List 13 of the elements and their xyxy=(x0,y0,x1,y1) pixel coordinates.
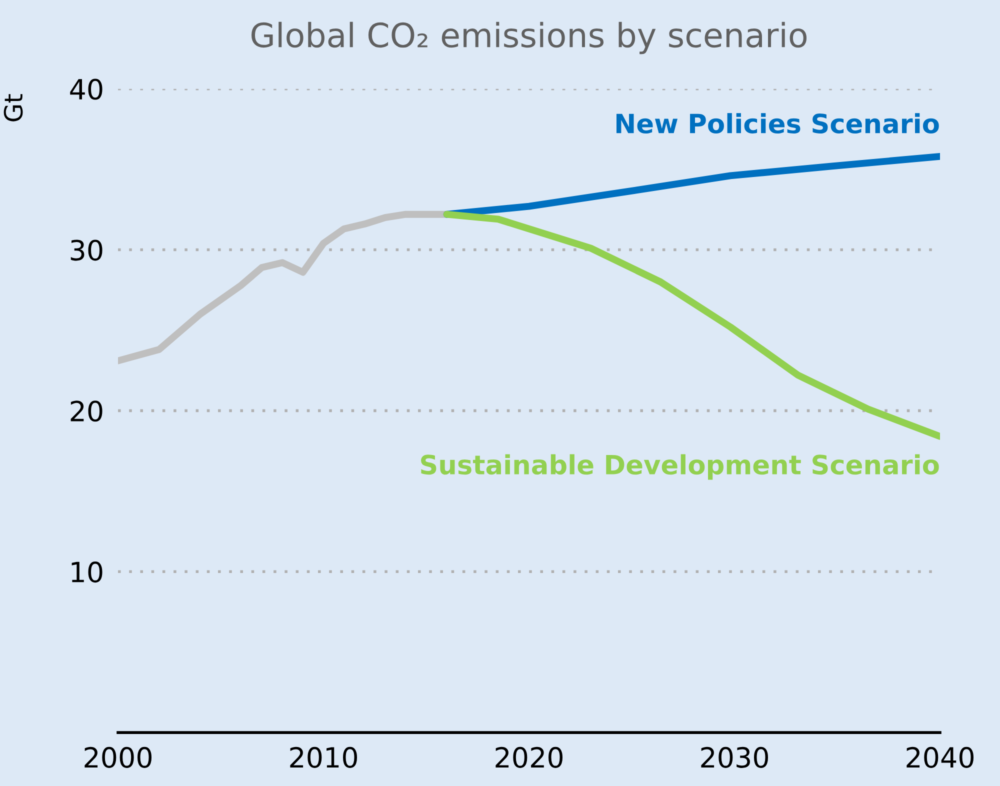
x-tick-label: 2000 xyxy=(84,746,152,768)
x-tick-label: 2040 xyxy=(906,746,974,768)
x-tick-label: 2030 xyxy=(701,746,768,768)
y-tick-label: 10 xyxy=(72,562,102,583)
y-axis-title: Gt xyxy=(4,94,23,122)
chart-title: Global CO₂ emissions by scenario xyxy=(252,22,807,54)
y-tick-label: 30 xyxy=(70,240,102,261)
y-tick-label: 20 xyxy=(70,400,102,422)
series-label: New Policies Scenario xyxy=(616,113,939,134)
y-tick-label: 40 xyxy=(70,78,102,100)
series-label: Sustainable Development Scenario xyxy=(421,454,939,480)
x-tick-label: 2010 xyxy=(290,746,357,768)
x-tick-label: 2020 xyxy=(496,746,562,768)
